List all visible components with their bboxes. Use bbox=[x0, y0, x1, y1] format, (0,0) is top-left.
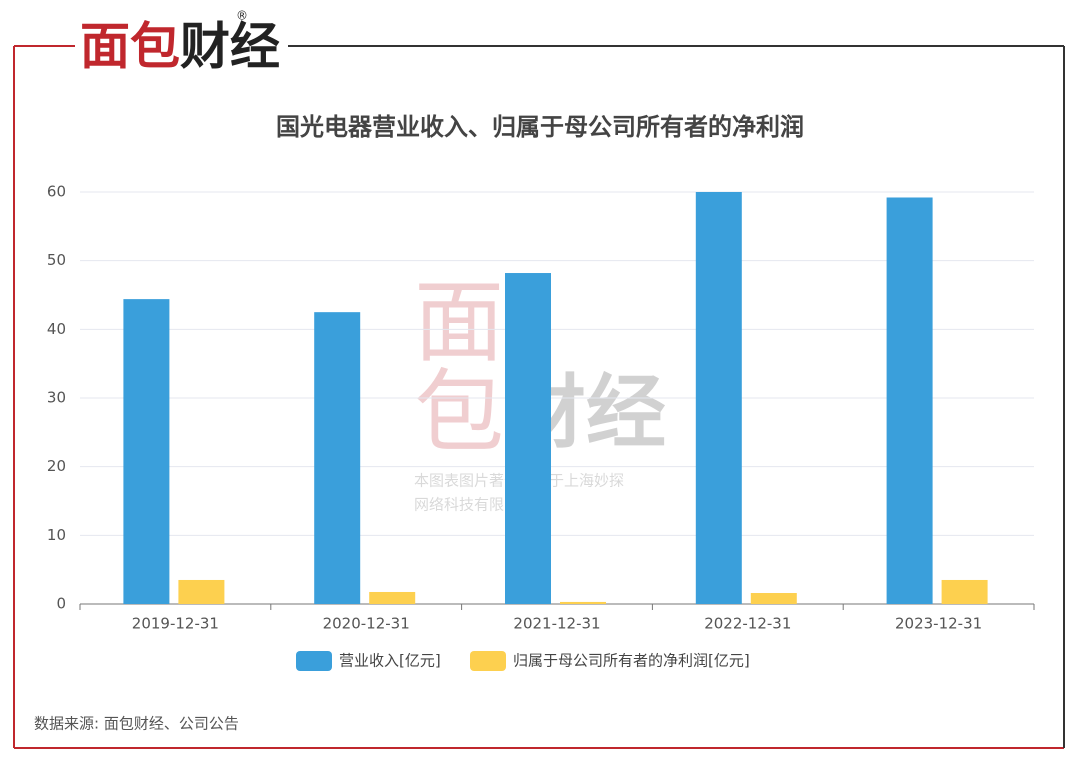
y-tick-label: 60 bbox=[47, 183, 66, 201]
logo: 面包 bbox=[80, 18, 180, 76]
legend-label: 归属于母公司所有者的净利润[亿元] bbox=[513, 652, 750, 670]
y-tick-label: 50 bbox=[47, 251, 66, 269]
bar bbox=[314, 312, 361, 604]
bar bbox=[695, 192, 742, 604]
bar bbox=[750, 593, 797, 604]
bar bbox=[369, 591, 416, 604]
y-tick-label: 40 bbox=[47, 320, 66, 338]
x-tick-label: 2021-12-31 bbox=[513, 615, 600, 633]
source: 数据来源: 面包财经、公司公告 bbox=[34, 715, 239, 733]
chart-title: 国光电器营业收入、归属于母公司所有者的净利润 bbox=[276, 113, 804, 141]
bar bbox=[886, 197, 933, 604]
legend-swatch bbox=[296, 651, 332, 671]
x-tick-label: 2023-12-31 bbox=[895, 615, 982, 633]
bar bbox=[560, 601, 606, 604]
logo: 财经 bbox=[180, 18, 280, 76]
x-tick-label: 2022-12-31 bbox=[704, 615, 791, 633]
x-tick-label: 2020-12-31 bbox=[323, 615, 410, 633]
y-tick-label: 30 bbox=[47, 389, 66, 407]
bar bbox=[505, 273, 551, 604]
bar bbox=[178, 579, 225, 604]
y-tick-label: 20 bbox=[47, 457, 66, 475]
logo-mark: ® bbox=[236, 9, 248, 23]
legend-label: 营业收入[亿元] bbox=[339, 652, 441, 670]
y-tick-label: 10 bbox=[47, 526, 66, 544]
bar bbox=[123, 299, 170, 604]
watermark-logo: 面 bbox=[414, 270, 504, 375]
watermark-logo: 包 bbox=[414, 360, 504, 465]
x-tick-label: 2019-12-31 bbox=[132, 615, 219, 633]
watermark-text: 网络科技有限公司 bbox=[414, 496, 534, 514]
legend-swatch bbox=[470, 651, 506, 671]
y-tick-label: 0 bbox=[56, 595, 66, 613]
bar bbox=[941, 579, 988, 604]
